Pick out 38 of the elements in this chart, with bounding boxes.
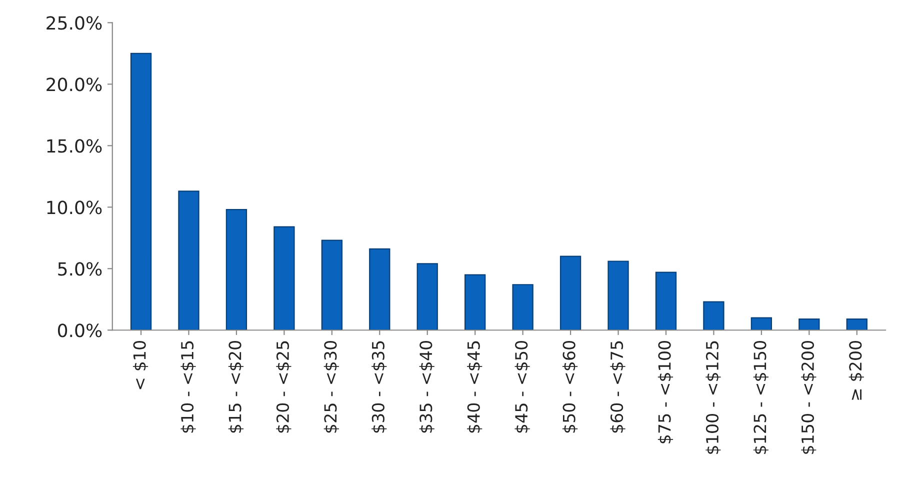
bar	[321, 240, 342, 330]
bar	[798, 318, 820, 330]
x-tick-label: $15 - <$20	[228, 340, 244, 433]
x-tick-label: $125 - <$150	[753, 340, 768, 454]
y-tick-label: 10.0%	[47, 200, 102, 214]
x-tick-label: $45 - <$50	[514, 340, 530, 433]
bar	[608, 260, 629, 330]
y-tick-label: 15.0%	[47, 139, 102, 153]
bar	[655, 272, 677, 330]
x-tick-label: $50 - <$60	[562, 340, 578, 433]
y-tick-label: 20.0%	[46, 78, 102, 92]
x-tick-label: $75 - <$100	[658, 340, 674, 444]
bar	[750, 317, 772, 330]
x-tick-label: $25 - <$30	[324, 340, 339, 433]
x-tick-label: < $10	[132, 340, 148, 390]
bar	[512, 284, 534, 330]
x-tick-label: $100 - <$125	[706, 341, 721, 454]
bar	[416, 263, 438, 330]
bar	[464, 274, 486, 330]
bar	[846, 318, 868, 330]
x-tick-label: $150 - <$200	[801, 340, 816, 454]
x-tick-label: $60 - <$75	[610, 341, 626, 433]
x-tick-label: $35 - <$40	[419, 340, 434, 433]
x-tick-label: $20 - <$25	[276, 341, 292, 433]
y-tick-label: 0.0%	[58, 324, 102, 338]
bar	[274, 226, 295, 330]
bar	[369, 248, 390, 330]
x-tick-label: ≥ $200	[848, 340, 864, 400]
x-tick-label: $40 - <$45	[467, 341, 482, 433]
bar	[226, 209, 248, 330]
bar	[560, 256, 582, 330]
x-tick-label: $10 - <$15	[180, 341, 196, 433]
bar	[178, 190, 200, 330]
y-tick-label: 5.0%	[58, 262, 102, 276]
bar	[130, 52, 152, 330]
y-tick-label: 25.0%	[46, 16, 102, 30]
bar	[703, 301, 724, 330]
x-tick-label: $30 - <$35	[372, 341, 387, 433]
